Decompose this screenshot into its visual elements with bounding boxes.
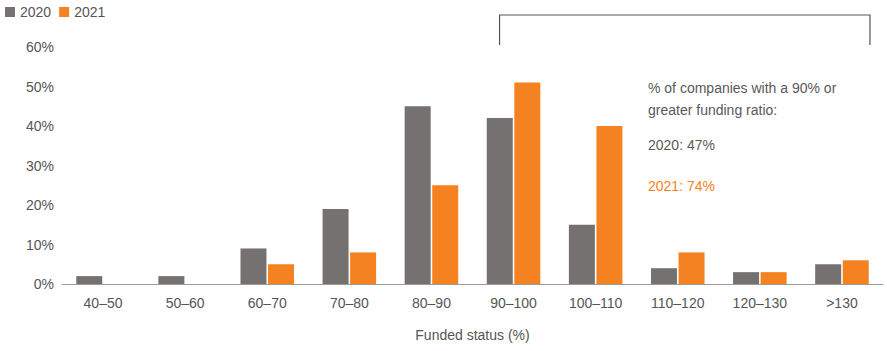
svg-text:2020: 2020 bbox=[20, 4, 51, 20]
svg-text:greater funding ratio:: greater funding ratio: bbox=[648, 102, 777, 118]
svg-text:90–100: 90–100 bbox=[490, 295, 537, 311]
svg-text:20%: 20% bbox=[26, 197, 54, 213]
svg-text:110–120: 110–120 bbox=[651, 295, 705, 311]
svg-text:% of companies with a 90% or: % of companies with a 90% or bbox=[648, 80, 837, 96]
svg-text:2021: 2021 bbox=[74, 4, 105, 20]
svg-text:40–50: 40–50 bbox=[84, 295, 123, 311]
svg-text:30%: 30% bbox=[26, 158, 54, 174]
svg-text:50%: 50% bbox=[26, 79, 54, 95]
svg-text:50–60: 50–60 bbox=[166, 295, 205, 311]
svg-text:10%: 10% bbox=[26, 237, 54, 253]
svg-text:2020: 47%: 2020: 47% bbox=[648, 137, 715, 153]
svg-text:120–130: 120–130 bbox=[733, 295, 788, 311]
svg-text:40%: 40% bbox=[26, 118, 54, 134]
svg-text:80–90: 80–90 bbox=[412, 295, 451, 311]
svg-text:60%: 60% bbox=[26, 39, 54, 55]
svg-text:100–110: 100–110 bbox=[569, 295, 623, 311]
svg-text:2021: 74%: 2021: 74% bbox=[648, 178, 715, 194]
svg-text:Funded status (%): Funded status (%) bbox=[415, 327, 529, 343]
svg-text:0%: 0% bbox=[34, 276, 54, 292]
svg-text:>130: >130 bbox=[826, 295, 858, 311]
svg-text:70–80: 70–80 bbox=[330, 295, 369, 311]
svg-text:60–70: 60–70 bbox=[248, 295, 287, 311]
